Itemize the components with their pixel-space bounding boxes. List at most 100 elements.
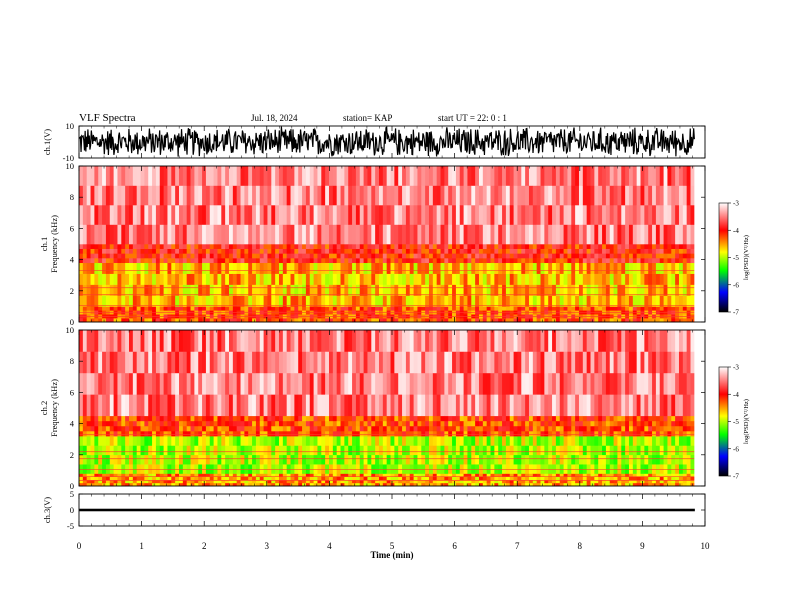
spectrogram-cell bbox=[340, 473, 345, 477]
spectrogram-cell bbox=[590, 253, 595, 259]
spectrogram-cell bbox=[475, 224, 480, 245]
spectrogram-cell bbox=[171, 295, 176, 307]
spectrogram-cell bbox=[575, 394, 580, 417]
spectrogram-cell bbox=[444, 273, 449, 285]
spectrogram-cell bbox=[405, 185, 411, 206]
spectrogram-cell bbox=[375, 224, 380, 245]
spectrogram-cell bbox=[521, 473, 526, 477]
spectrogram-cell bbox=[232, 224, 238, 245]
spectrogram-cell bbox=[190, 351, 195, 374]
spectrogram-cell bbox=[455, 394, 461, 417]
spectrogram-cell bbox=[409, 306, 414, 311]
spectrogram-cell bbox=[171, 425, 176, 432]
spectrogram-cell bbox=[425, 318, 430, 323]
spectrogram-cell bbox=[109, 476, 115, 481]
spectrogram-cell bbox=[309, 351, 315, 374]
spectrogram-cell bbox=[205, 253, 211, 259]
spectrogram-cell bbox=[598, 258, 603, 264]
spectrogram-cell bbox=[278, 454, 284, 465]
spectrogram-cell bbox=[159, 166, 165, 186]
spectrogram-cell bbox=[586, 284, 591, 296]
spectrogram-cell bbox=[682, 224, 688, 245]
spectrogram-cell bbox=[363, 482, 368, 487]
spectrogram-cell bbox=[655, 476, 661, 481]
spectrogram-cell bbox=[90, 431, 95, 437]
spectrogram-cell bbox=[609, 372, 614, 395]
spectrogram-cell bbox=[521, 425, 526, 432]
spectrogram-cell bbox=[663, 244, 668, 249]
spectrogram-cell bbox=[278, 273, 284, 285]
spectrogram-cell bbox=[578, 351, 584, 374]
spectrogram-cell bbox=[336, 306, 341, 311]
spectrogram-cell bbox=[655, 166, 661, 186]
spectrogram-cell bbox=[444, 166, 449, 186]
spectrogram-cell bbox=[298, 479, 303, 484]
spectrogram-cell bbox=[113, 185, 118, 206]
spectrogram-cell bbox=[179, 258, 184, 264]
spectrogram-cell bbox=[355, 318, 361, 323]
spectrogram-cell bbox=[517, 330, 522, 352]
spectrogram-cell bbox=[448, 436, 453, 446]
spectrogram-cell bbox=[290, 262, 295, 274]
spectrogram-cell bbox=[486, 420, 491, 427]
spectrogram-cell bbox=[398, 431, 403, 437]
spectrogram-cell bbox=[217, 476, 222, 481]
spectrogram-cell bbox=[375, 454, 380, 465]
spectrogram-cell bbox=[575, 295, 580, 307]
spectrogram-cell bbox=[340, 479, 345, 484]
spectrogram-cell bbox=[217, 425, 222, 432]
spectrogram-cell bbox=[540, 318, 545, 323]
spectrogram-cell bbox=[213, 262, 218, 274]
spectrogram-cell bbox=[298, 420, 303, 427]
spectrogram-cell bbox=[232, 244, 238, 249]
spectrogram-cell bbox=[213, 295, 218, 307]
spectrogram-cell bbox=[609, 166, 614, 186]
spectrogram-cell bbox=[378, 372, 384, 395]
spectrogram-cell bbox=[582, 464, 588, 474]
spectrogram-cell bbox=[555, 295, 561, 307]
spectrogram-cell bbox=[436, 415, 441, 422]
spectrogram-cell bbox=[528, 476, 534, 481]
spectrogram-cell bbox=[513, 473, 518, 477]
spectrogram-cell bbox=[628, 445, 634, 456]
spectrogram-cell bbox=[367, 445, 372, 456]
spectrogram-cell bbox=[525, 224, 530, 245]
spectrogram-cell bbox=[605, 431, 611, 437]
spectrogram-cell bbox=[448, 415, 453, 422]
spectrogram-cell bbox=[609, 351, 614, 374]
spectrogram-cell bbox=[382, 372, 388, 395]
spectrogram-cell bbox=[94, 253, 99, 259]
spectrogram-cell bbox=[617, 205, 622, 225]
spectrogram-cell bbox=[371, 330, 376, 352]
spectrogram-cell bbox=[659, 436, 664, 446]
spectrogram-cell bbox=[344, 431, 349, 437]
spectrogram-cell bbox=[578, 372, 584, 395]
spectrogram-cell bbox=[463, 473, 468, 477]
spectrogram-cell bbox=[298, 394, 303, 417]
spectrogram-cell bbox=[555, 464, 561, 474]
spectrogram-cell bbox=[179, 464, 184, 474]
spectrogram-cell bbox=[267, 420, 272, 427]
spectrogram-cell bbox=[648, 258, 653, 264]
spectrogram-cell bbox=[286, 454, 291, 465]
spectrogram-cell bbox=[86, 273, 91, 285]
spectrogram-cell bbox=[394, 415, 399, 422]
spectrogram-cell bbox=[202, 248, 207, 254]
spectrogram-cell bbox=[144, 185, 149, 206]
spectrogram-cell bbox=[302, 205, 307, 225]
spectrogram-cell bbox=[382, 306, 388, 311]
spectrogram-cell bbox=[528, 284, 534, 296]
spectrogram-cell bbox=[502, 253, 507, 259]
spectrogram-cell bbox=[94, 445, 99, 456]
spectrogram-cell bbox=[167, 330, 172, 352]
spectrogram-cell bbox=[463, 420, 468, 427]
spectrogram-cell bbox=[171, 420, 176, 427]
spectrogram-cell bbox=[609, 482, 614, 487]
spectrogram-cell bbox=[159, 185, 165, 206]
spectrogram-cell bbox=[321, 445, 326, 456]
spectrogram-cell bbox=[544, 262, 549, 274]
spectrogram-cell bbox=[594, 436, 599, 446]
spectrogram-cell bbox=[390, 185, 395, 206]
spectrogram-cell bbox=[259, 431, 265, 437]
spectrogram-cell bbox=[79, 351, 84, 374]
